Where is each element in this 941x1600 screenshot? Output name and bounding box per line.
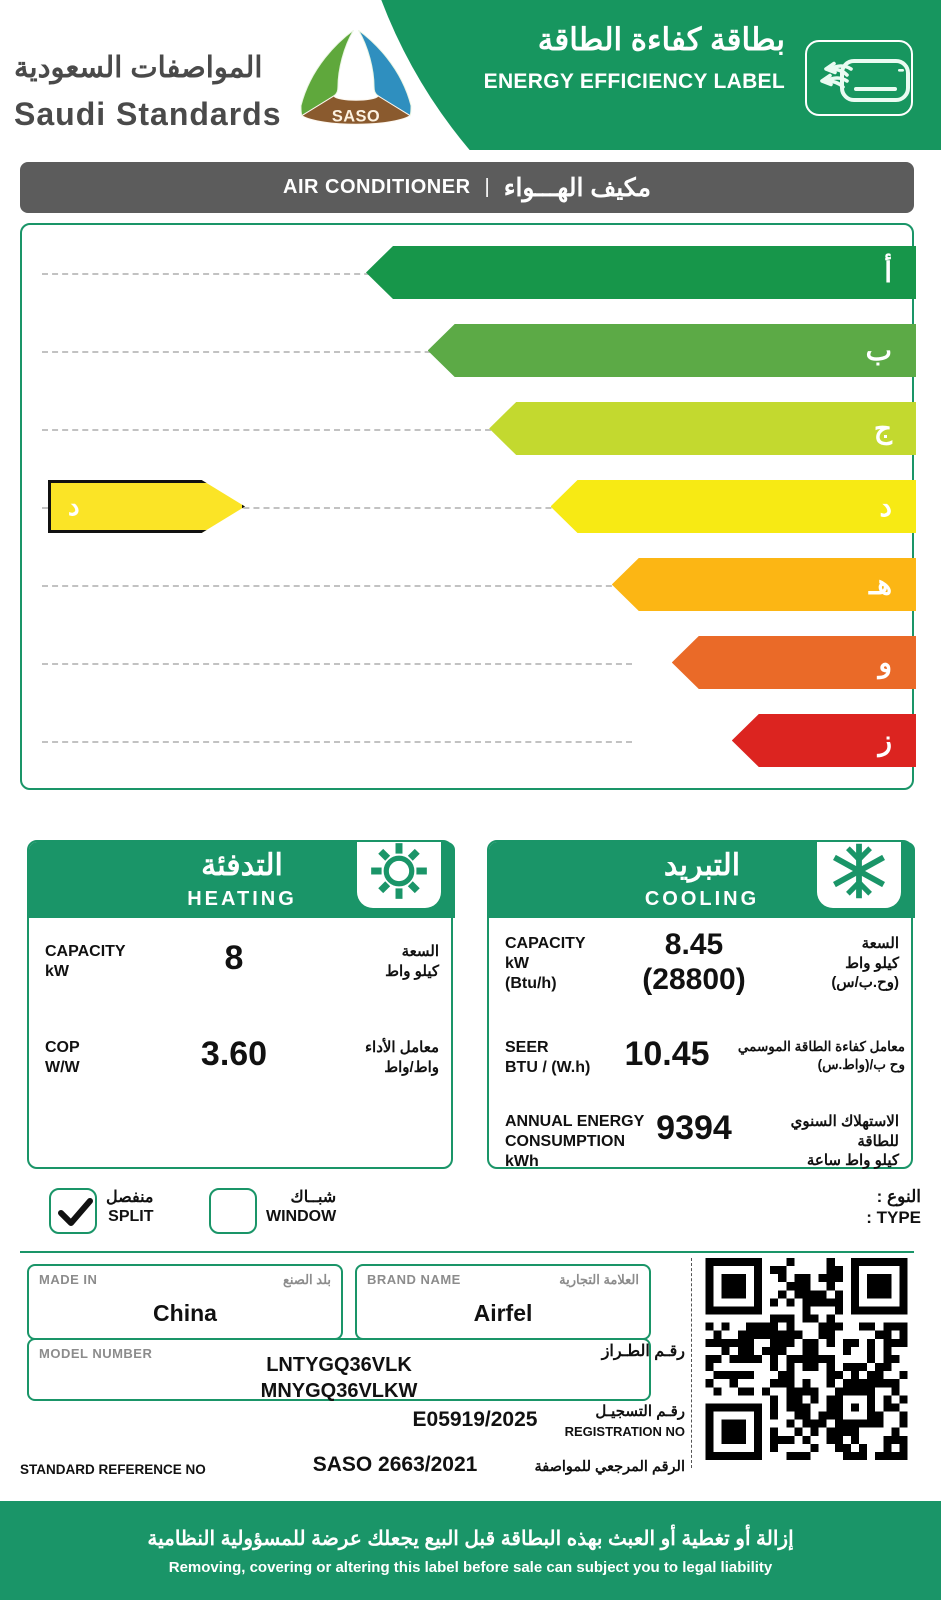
svg-text:SASO: SASO <box>332 107 380 125</box>
